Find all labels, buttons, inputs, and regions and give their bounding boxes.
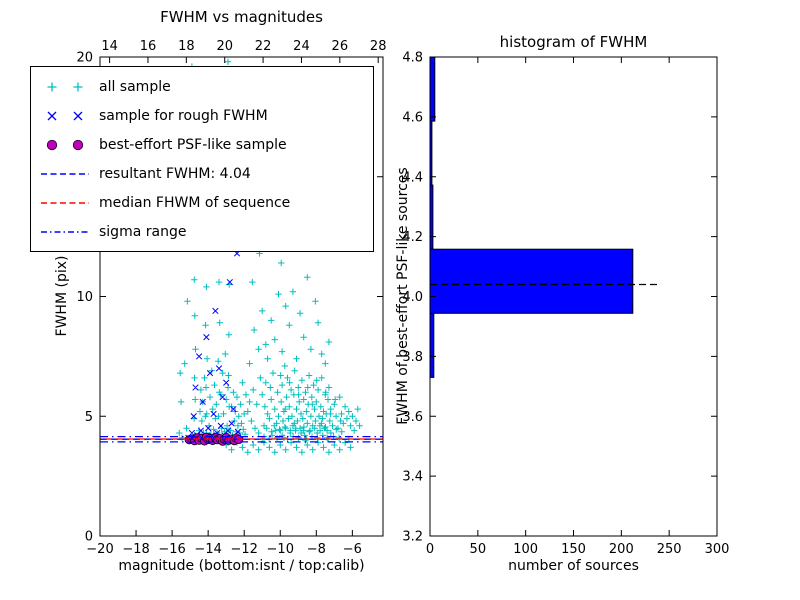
svg-text:100: 100: [513, 542, 538, 557]
legend-item-psf-sample: best-effort PSF-like sample: [39, 130, 365, 159]
svg-text:3.8: 3.8: [402, 350, 423, 365]
svg-text:22: 22: [255, 39, 272, 54]
svg-text:20: 20: [76, 51, 93, 66]
circle-markers-icon: [39, 136, 91, 154]
legend-item-all-sample: all sample: [39, 72, 365, 101]
svg-text:−16: −16: [158, 542, 185, 557]
red-dashed-line-icon: [39, 194, 91, 212]
svg-text:24: 24: [293, 39, 310, 54]
legend-item-resultant-fwhm: resultant FWHM: 4.04: [39, 159, 365, 188]
svg-text:50: 50: [470, 542, 487, 557]
legend-item-sigma-range: sigma range: [39, 217, 365, 246]
histogram-bar: [429, 248, 634, 314]
svg-text:14: 14: [101, 39, 118, 54]
legend-item-rough-fwhm-sample: sample for rough FWHM: [39, 101, 365, 130]
legend-item-median-fwhm: median FHWM of sequence: [39, 188, 365, 217]
histogram-title: histogram of FWHM: [499, 33, 648, 51]
svg-text:4.2: 4.2: [402, 230, 423, 245]
svg-text:3.2: 3.2: [402, 530, 423, 545]
x-markers-icon: [39, 107, 91, 125]
svg-text:3.6: 3.6: [402, 410, 423, 425]
series-all-sample: [176, 58, 363, 456]
svg-text:150: 150: [561, 542, 586, 557]
legend-item-label: resultant FWHM: 4.04: [99, 165, 251, 182]
svg-text:4.4: 4.4: [402, 170, 423, 185]
svg-text:4.8: 4.8: [402, 51, 423, 66]
svg-text:200: 200: [609, 542, 634, 557]
legend-item-label: sigma range: [99, 223, 187, 240]
svg-text:10: 10: [76, 290, 93, 305]
legend-item-label: sample for rough FWHM: [99, 107, 268, 124]
svg-text:16: 16: [140, 39, 157, 54]
svg-text:3.4: 3.4: [402, 470, 423, 485]
svg-text:−10: −10: [267, 542, 294, 557]
svg-text:18: 18: [178, 39, 195, 54]
histogram-xlabel: number of sources: [508, 558, 639, 574]
svg-text:−6: −6: [343, 542, 362, 557]
svg-text:0: 0: [85, 530, 93, 545]
svg-text:−20: −20: [86, 542, 113, 557]
svg-text:4.0: 4.0: [402, 290, 423, 305]
svg-text:0: 0: [426, 542, 434, 557]
svg-text:−12: −12: [230, 542, 257, 557]
blue-dashdot-line-icon: [39, 223, 91, 241]
svg-text:26: 26: [332, 39, 349, 54]
blue-dashed-line-icon: [39, 165, 91, 183]
plus-markers-icon: [39, 78, 91, 96]
histogram-bar: [429, 312, 435, 378]
scatter-title: FWHM vs magnitudes: [160, 8, 323, 26]
svg-text:−14: −14: [194, 542, 221, 557]
legend-item-label: median FHWM of sequence: [99, 194, 291, 211]
svg-text:20: 20: [216, 39, 233, 54]
scatter-xlabel: magnitude (bottom:isnt / top:calib): [118, 558, 365, 574]
histogram-axis-ticks: 0 50 100 150 200 250 300 3.2 3.4 3.6 3.8 4.0 4.2 4.4 4…: [402, 51, 729, 558]
legend-item-label: all sample: [99, 78, 171, 95]
svg-text:250: 250: [657, 542, 682, 557]
histogram-ylabel: FWHM of best-effort PSF-like sources: [395, 167, 411, 425]
svg-text:−8: −8: [307, 542, 326, 557]
histogram-bars: [429, 56, 634, 378]
svg-text:28: 28: [370, 39, 387, 54]
svg-text:300: 300: [705, 542, 730, 557]
histogram-bar: [429, 56, 436, 122]
legend: all sample sample for rough FWHM best-ef…: [30, 66, 374, 252]
svg-text:4.6: 4.6: [402, 110, 423, 125]
legend-item-label: best-effort PSF-like sample: [99, 136, 287, 153]
scatter-ylabel: FWHM (pix): [54, 255, 70, 337]
svg-text:5: 5: [85, 410, 93, 425]
svg-text:−18: −18: [122, 542, 149, 557]
scatter-plot-area: [100, 58, 383, 456]
